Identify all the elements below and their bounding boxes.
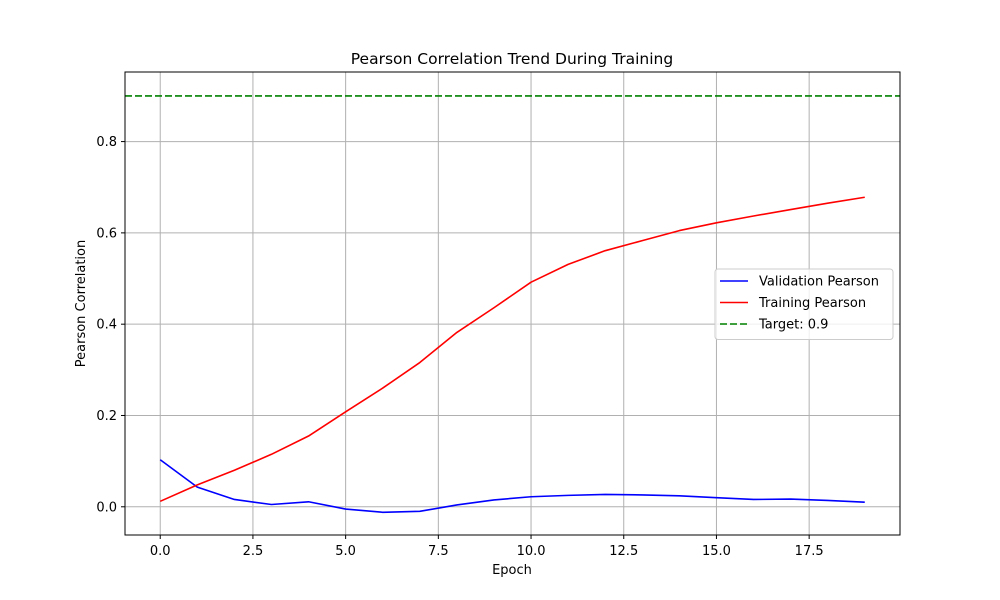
series-line <box>159 459 865 514</box>
x-tick-label: 10.0 <box>517 544 546 559</box>
legend-label: Target: 0.9 <box>758 318 828 333</box>
legend-label: Validation Pearson <box>759 275 879 290</box>
x-tick-label: 12.5 <box>609 544 638 559</box>
y-tick-label: 0.6 <box>96 226 117 241</box>
y-tick-label: 0.0 <box>96 500 117 515</box>
y-tick-label: 0.4 <box>96 318 117 333</box>
x-tick-label: 5.0 <box>335 544 356 559</box>
y-axis-ticks: 0.0 0.2 0.4 0.6 0.8 <box>96 135 125 515</box>
x-tick-label: 15.0 <box>702 544 731 559</box>
axes-frame <box>124 71 901 536</box>
legend-frame <box>714 268 894 340</box>
legend-label: Training Pearson <box>758 296 866 311</box>
y-tick-label: 0.8 <box>96 135 117 150</box>
x-tick-label: 17.5 <box>795 544 824 559</box>
x-axis-label: Epoch <box>492 563 532 578</box>
x-tick-label: 7.5 <box>428 544 449 559</box>
series-layer <box>125 95 900 514</box>
x-tick-label: 0.0 <box>150 544 171 559</box>
x-axis-ticks: 0.0 2.5 5.0 7.5 10.0 12.5 15.0 17.5 <box>150 535 824 559</box>
series-line <box>159 196 865 503</box>
legend: Validation Pearson Training Pearson Target… <box>714 268 894 340</box>
x-tick-label: 2.5 <box>243 544 264 559</box>
y-tick-label: 0.2 <box>96 409 117 424</box>
chart-title: Pearson Correlation Trend During Trainin… <box>351 50 673 68</box>
y-axis-label: Pearson Correlation <box>74 240 89 367</box>
